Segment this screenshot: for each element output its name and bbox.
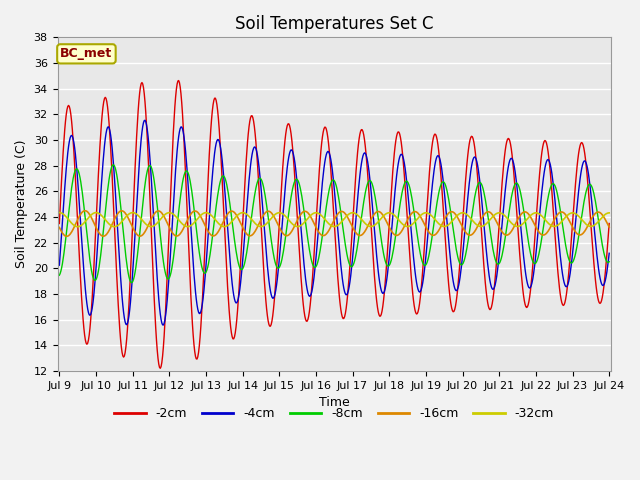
-16cm (209, 233, 216, 239)
-8cm (110, 162, 118, 168)
-8cm (123, 260, 131, 266)
-16cm (403, 219, 410, 225)
-8cm (179, 176, 187, 181)
-16cm (63, 233, 71, 239)
-2cm (605, 221, 613, 227)
-2cm (209, 108, 216, 114)
-32cm (65, 218, 73, 224)
-32cm (208, 213, 216, 218)
-2cm (122, 344, 130, 350)
-8cm (419, 260, 426, 265)
-2cm (65, 104, 73, 109)
-4cm (141, 118, 149, 123)
-4cm (419, 281, 426, 287)
-32cm (418, 212, 426, 217)
-4cm (122, 321, 130, 327)
Line: -8cm: -8cm (60, 165, 609, 283)
-2cm (175, 78, 182, 84)
-4cm (605, 251, 613, 256)
-4cm (179, 129, 187, 135)
-4cm (65, 139, 73, 144)
Text: BC_met: BC_met (60, 48, 113, 60)
-8cm (56, 272, 63, 278)
-2cm (156, 365, 164, 371)
Line: -32cm: -32cm (60, 213, 609, 227)
-16cm (419, 217, 426, 223)
-2cm (419, 269, 426, 275)
X-axis label: Time: Time (319, 396, 349, 409)
Line: -4cm: -4cm (60, 120, 609, 325)
-32cm (402, 223, 410, 229)
-8cm (605, 259, 613, 264)
-32cm (179, 221, 186, 227)
-16cm (179, 226, 187, 232)
-4cm (209, 173, 216, 179)
-8cm (65, 204, 73, 209)
-16cm (124, 214, 131, 219)
-16cm (66, 231, 74, 237)
-32cm (56, 210, 63, 216)
-32cm (123, 213, 131, 219)
Legend: -2cm, -4cm, -8cm, -16cm, -32cm: -2cm, -4cm, -8cm, -16cm, -32cm (109, 402, 559, 425)
-16cm (56, 225, 63, 230)
-4cm (159, 322, 167, 328)
Line: -16cm: -16cm (60, 211, 609, 236)
-32cm (605, 210, 613, 216)
-4cm (56, 262, 63, 268)
-8cm (403, 178, 410, 184)
-2cm (403, 204, 410, 210)
-4cm (403, 177, 410, 183)
Line: -2cm: -2cm (60, 81, 609, 368)
Title: Soil Temperatures Set C: Soil Temperatures Set C (235, 15, 433, 33)
-32cm (74, 224, 81, 229)
-8cm (127, 280, 135, 286)
-16cm (605, 224, 613, 230)
-16cm (81, 208, 89, 214)
-8cm (209, 235, 216, 241)
-2cm (179, 123, 187, 129)
-2cm (56, 221, 63, 227)
Y-axis label: Soil Temperature (C): Soil Temperature (C) (15, 140, 28, 268)
